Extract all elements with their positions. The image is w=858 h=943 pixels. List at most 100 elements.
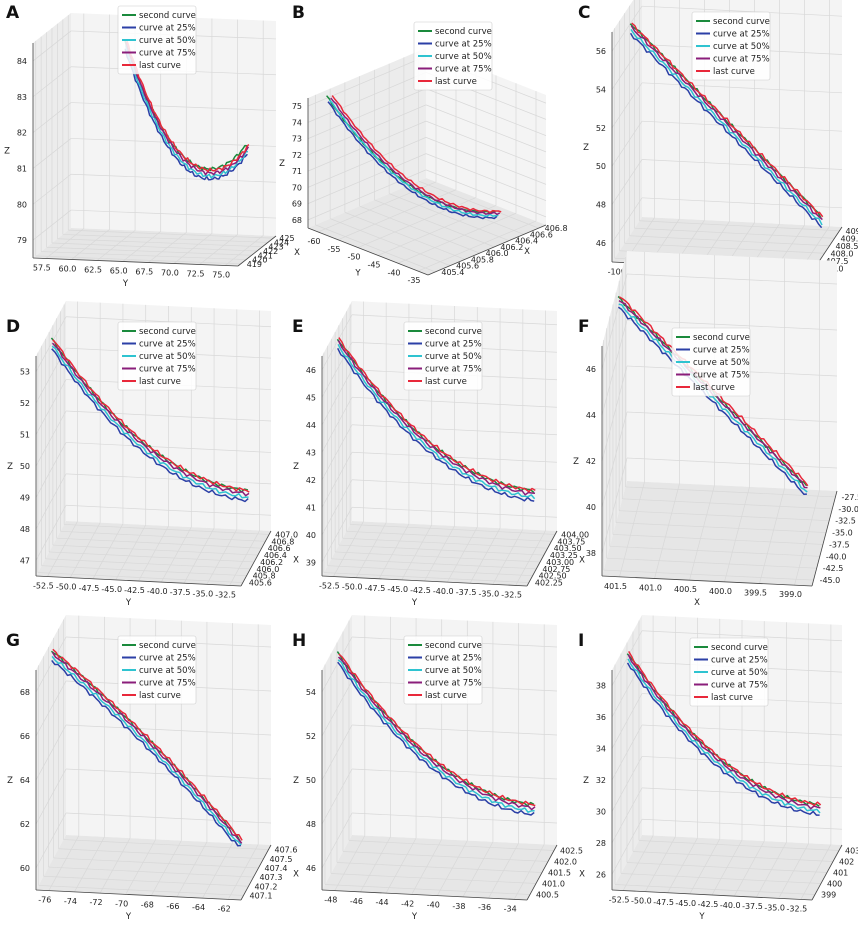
gridline (58, 848, 264, 860)
series-line-curve-at-75- (125, 42, 250, 176)
x-tick-label: 400.0 (709, 587, 732, 596)
gridline (401, 524, 433, 581)
depth-tick-label: 402.5 (560, 847, 583, 856)
x-tick-label: -50.0 (631, 897, 652, 906)
depth-tick-label: 401 (833, 869, 848, 878)
gridline (619, 510, 830, 522)
series-line-curve-at-50- (627, 658, 821, 814)
legend-label: curve at 75% (139, 679, 196, 689)
series-line-curve-at-25- (617, 306, 807, 495)
depth-tick-label: 407.1 (250, 891, 273, 900)
depth-tick-label: 408.0 (831, 249, 854, 258)
legend-label: curve at 25% (139, 340, 196, 350)
x-tick-label: 57.5 (33, 264, 51, 273)
series-line-curve-at-50- (328, 99, 499, 217)
gridline (344, 212, 466, 260)
gridline (65, 768, 272, 780)
gridline (424, 525, 455, 582)
legend-label: curve at 25% (425, 340, 482, 350)
legend-label: curve at 75% (713, 55, 770, 65)
series-line-last-curve (331, 95, 502, 214)
gridline (37, 572, 243, 583)
series-line-curve-at-25- (337, 347, 535, 502)
x-tick-label: -60 (307, 237, 320, 246)
z-tick-label: 28 (596, 839, 606, 848)
depth-tick-label: 399 (821, 891, 836, 900)
chart-f: 401.5 401.0 400.5 400.0 399.5 399.0 38 40 42 44 46… (573, 251, 858, 608)
gridline (425, 104, 547, 153)
panel-d: -52.5 -50.0 -47.5 -45.0 -42.5 -40.0 -37.5 -35.0… (0, 301, 299, 628)
gridline (64, 524, 270, 535)
legend-label: curve at 25% (693, 346, 750, 356)
axis-pane (308, 48, 426, 228)
x-tick-label: 65.0 (110, 267, 128, 276)
x-tick-label: -46 (350, 897, 363, 906)
z-tick-label: 60 (20, 864, 30, 873)
x-tick-label: -50 (347, 253, 360, 262)
x-tick-label: -76 (38, 896, 51, 905)
gridline (60, 530, 266, 542)
depth-axis-label: X (294, 248, 300, 258)
gridline (425, 88, 547, 136)
legend-label: curve at 25% (425, 654, 482, 664)
legend-label: second curve (713, 17, 770, 27)
depth-tick-label: -42.5 (823, 564, 844, 573)
gridline (69, 522, 101, 578)
z-tick-label: 53 (20, 368, 30, 377)
gridline (641, 787, 843, 799)
x-axis-line (321, 889, 528, 901)
gridline (68, 229, 274, 239)
gridline (333, 521, 364, 577)
chart-h: -48 -46 -44 -42 -40 -38 -36 -34 46 48 50 52 54 400.5 4… (292, 615, 585, 922)
z-tick-label: 51 (20, 431, 30, 440)
z-tick-label: 41 (306, 503, 316, 512)
z-axis-label: Z (293, 462, 299, 472)
gridline (641, 159, 843, 170)
z-tick-label: 54 (306, 688, 316, 697)
depth-tick-label: -37.5 (829, 540, 850, 549)
gridline (378, 523, 410, 579)
x-tick-label: 400.5 (674, 585, 697, 594)
gridline (351, 724, 558, 736)
gridline (65, 473, 272, 485)
x-tick-label: -38 (452, 902, 465, 911)
x-tick-label: -35.0 (478, 589, 499, 598)
gridline (315, 224, 436, 273)
legend-label: curve at 25% (711, 656, 768, 666)
gridline (65, 812, 272, 824)
z-tick-label: 30 (596, 807, 606, 816)
depth-tick-label: 404.00 (561, 530, 589, 539)
panel-letter: E (292, 317, 304, 337)
legend-label: curve at 75% (139, 49, 196, 59)
x-tick-label: 399.5 (744, 589, 767, 598)
z-tick-label: 50 (20, 462, 30, 471)
panel-letter: A (6, 3, 20, 23)
x-axis-line (321, 575, 528, 587)
gridline (35, 724, 67, 781)
depth-tick-label: 407.5 (270, 855, 293, 864)
gridline (65, 442, 272, 453)
gridline (626, 862, 828, 873)
gridline (611, 5, 643, 52)
legend-box (117, 635, 197, 705)
gridline (51, 242, 258, 252)
x-tick-label: -32.5 (215, 590, 236, 599)
legend-label: curve at 50% (139, 352, 196, 362)
depth-tick-label: 401.0 (542, 880, 565, 889)
x-axis-line (32, 257, 239, 267)
depth-axis-label: X (524, 247, 530, 257)
depth-tick-label: 406.4 (515, 237, 538, 246)
gridline (65, 724, 272, 736)
legend-label: second curve (139, 327, 196, 337)
gridline (611, 82, 643, 129)
depth-axis-label: X (579, 870, 585, 880)
gridline (92, 523, 124, 579)
legend-label: last curve (139, 61, 181, 71)
gridline (47, 521, 78, 577)
gridline (138, 525, 169, 582)
z-tick-label: 82 (17, 129, 27, 138)
depth-tick-label: 420 (252, 256, 267, 265)
chart-d: -52.5 -50.0 -47.5 -45.0 -42.5 -40.0 -37.5 -35.0… (6, 301, 299, 608)
x-tick-label: -42.5 (698, 900, 719, 909)
gridline (49, 551, 255, 563)
